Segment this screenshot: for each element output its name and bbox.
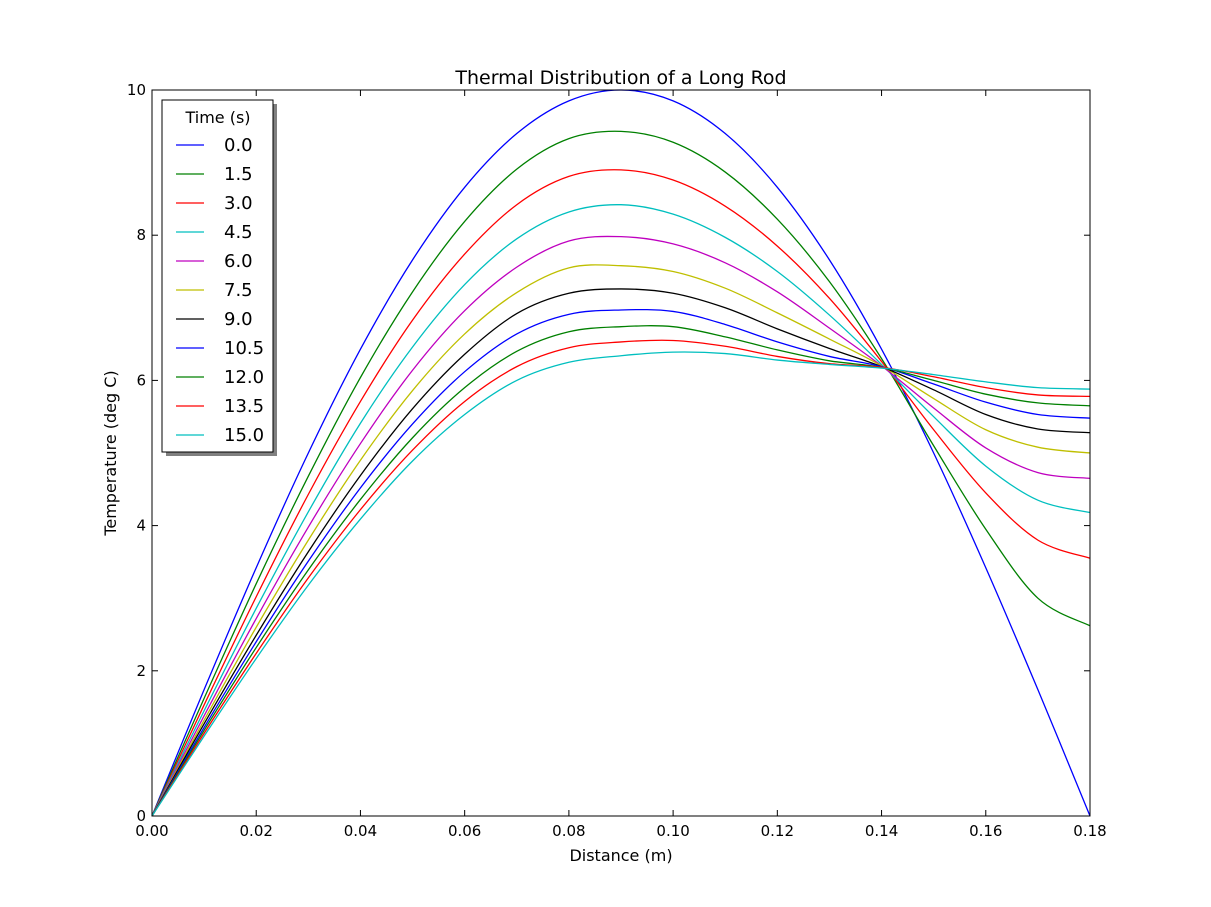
legend-item: 15.0 [176,425,264,446]
series-line-6-0 [151,235,1091,817]
series-line-15-0 [151,351,1091,817]
x-axis: 0.00 0.02 0.04 0.06 0.08 0.10 0.12 0.14 0.16 0.18 [135,90,1107,840]
series-line-7-5 [151,264,1091,817]
x-tick-label: 0.10 [656,822,689,840]
x-tick-label: 0.00 [135,822,168,840]
y-tick-label: 6 [136,371,146,389]
legend-label: 4.5 [224,222,253,243]
legend-item: 12.0 [176,367,264,388]
x-tick-label: 0.06 [448,822,481,840]
plot-frame [151,89,1091,817]
y-tick-label: 8 [136,226,146,244]
legend-items: 0.0 1.5 3.0 4.5 6.0 7.5 9.0 10.5 12.0 13.5 15.0 [176,135,264,446]
y-axis: 0 2 4 6 8 10 [127,81,1090,825]
legend-box [161,99,274,453]
legend-label: 3.0 [224,193,253,214]
legend-item: 4.5 [176,222,253,243]
legend-label: 6.0 [224,251,253,272]
x-tick-label: 0.16 [969,822,1002,840]
y-tick-label: 10 [127,81,146,99]
legend-label: 13.5 [224,396,264,417]
legend-label: 0.0 [224,135,253,156]
series-line-13-5 [151,339,1091,817]
legend-title: Time (s) [184,108,250,127]
legend-item: 9.0 [176,309,253,330]
series-line-12-0 [151,325,1091,817]
legend-label: 15.0 [224,425,264,446]
legend-item: 13.5 [176,396,264,417]
x-tick-label: 0.04 [344,822,377,840]
series-line-9-0 [151,288,1091,817]
series-layer [151,89,1091,817]
legend-label: 1.5 [224,164,253,185]
legend-item: 10.5 [176,338,264,359]
y-tick-label: 4 [136,517,146,535]
y-axis-label: Temperature (deg C) [101,370,120,536]
legend-label: 9.0 [224,309,253,330]
legend-label: 12.0 [224,367,264,388]
x-tick-label: 0.12 [761,822,794,840]
y-tick-label: 2 [136,662,146,680]
series-line-0-0 [151,89,1091,817]
series-line-4-5 [151,204,1091,817]
y-tick-label: 0 [136,807,146,825]
series-line-10-5 [151,308,1091,817]
legend-item: 1.5 [176,164,253,185]
legend: Time (s) 0.0 1.5 3.0 4.5 6.0 7.5 9.0 10.5 12.0 13… [161,99,277,456]
chart-title: Thermal Distribution of a Long Rod [454,67,786,89]
x-tick-label: 0.18 [1073,822,1106,840]
legend-item: 3.0 [176,193,253,214]
legend-item: 7.5 [176,280,253,301]
x-axis-label: Distance (m) [569,846,672,865]
legend-label: 10.5 [224,338,264,359]
legend-item: 6.0 [176,251,253,272]
x-tick-label: 0.02 [240,822,273,840]
x-tick-label: 0.14 [865,822,898,840]
legend-item: 0.0 [176,135,253,156]
x-tick-label: 0.08 [552,822,585,840]
series-line-3-0 [151,169,1091,817]
series-line-1-5 [151,130,1091,817]
legend-label: 7.5 [224,280,253,301]
